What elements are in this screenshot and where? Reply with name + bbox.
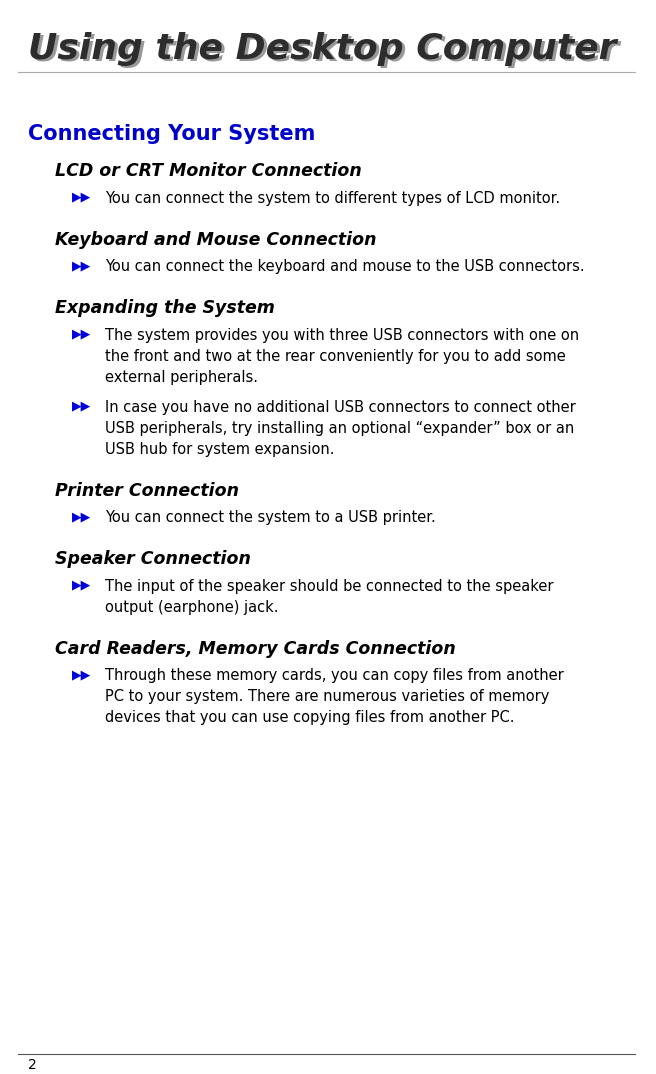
Text: In case you have no additional USB connectors to connect other: In case you have no additional USB conne…: [105, 400, 576, 415]
Text: ▶▶: ▶▶: [72, 190, 91, 203]
Text: output (earphone) jack.: output (earphone) jack.: [105, 599, 279, 614]
Text: USB peripherals, try installing an optional “expander” box or an: USB peripherals, try installing an optio…: [105, 421, 574, 436]
Text: USB hub for system expansion.: USB hub for system expansion.: [105, 441, 335, 456]
Text: LCD or CRT Monitor Connection: LCD or CRT Monitor Connection: [55, 162, 361, 180]
Text: ▶▶: ▶▶: [72, 579, 91, 592]
Text: ▶▶: ▶▶: [72, 400, 91, 412]
Text: Using the Desktop Computer: Using the Desktop Computer: [30, 34, 619, 69]
Text: You can connect the system to a USB printer.: You can connect the system to a USB prin…: [105, 510, 436, 525]
Text: Printer Connection: Printer Connection: [55, 481, 239, 499]
Text: The system provides you with three USB connectors with one on: The system provides you with three USB c…: [105, 328, 579, 343]
Text: devices that you can use copying files from another PC.: devices that you can use copying files f…: [105, 710, 514, 725]
Text: external peripherals.: external peripherals.: [105, 369, 258, 384]
Text: ▶▶: ▶▶: [72, 259, 91, 272]
Text: Using the Desktop Computer: Using the Desktop Computer: [28, 32, 617, 66]
Text: PC to your system. There are numerous varieties of memory: PC to your system. There are numerous va…: [105, 690, 549, 705]
Text: You can connect the keyboard and mouse to the USB connectors.: You can connect the keyboard and mouse t…: [105, 259, 584, 274]
Text: ▶▶: ▶▶: [72, 510, 91, 523]
Text: Through these memory cards, you can copy files from another: Through these memory cards, you can copy…: [105, 668, 564, 683]
Text: Card Readers, Memory Cards Connection: Card Readers, Memory Cards Connection: [55, 640, 456, 657]
Text: The input of the speaker should be connected to the speaker: The input of the speaker should be conne…: [105, 579, 554, 594]
Text: the front and two at the rear conveniently for you to add some: the front and two at the rear convenient…: [105, 349, 565, 363]
Text: Expanding the System: Expanding the System: [55, 299, 275, 317]
Text: 2: 2: [28, 1058, 37, 1072]
Text: ▶▶: ▶▶: [72, 328, 91, 340]
Text: Keyboard and Mouse Connection: Keyboard and Mouse Connection: [55, 231, 377, 248]
Text: You can connect the system to different types of LCD monitor.: You can connect the system to different …: [105, 190, 560, 205]
Text: ▶▶: ▶▶: [72, 668, 91, 681]
Text: Speaker Connection: Speaker Connection: [55, 550, 251, 568]
Text: Connecting Your System: Connecting Your System: [28, 124, 316, 144]
